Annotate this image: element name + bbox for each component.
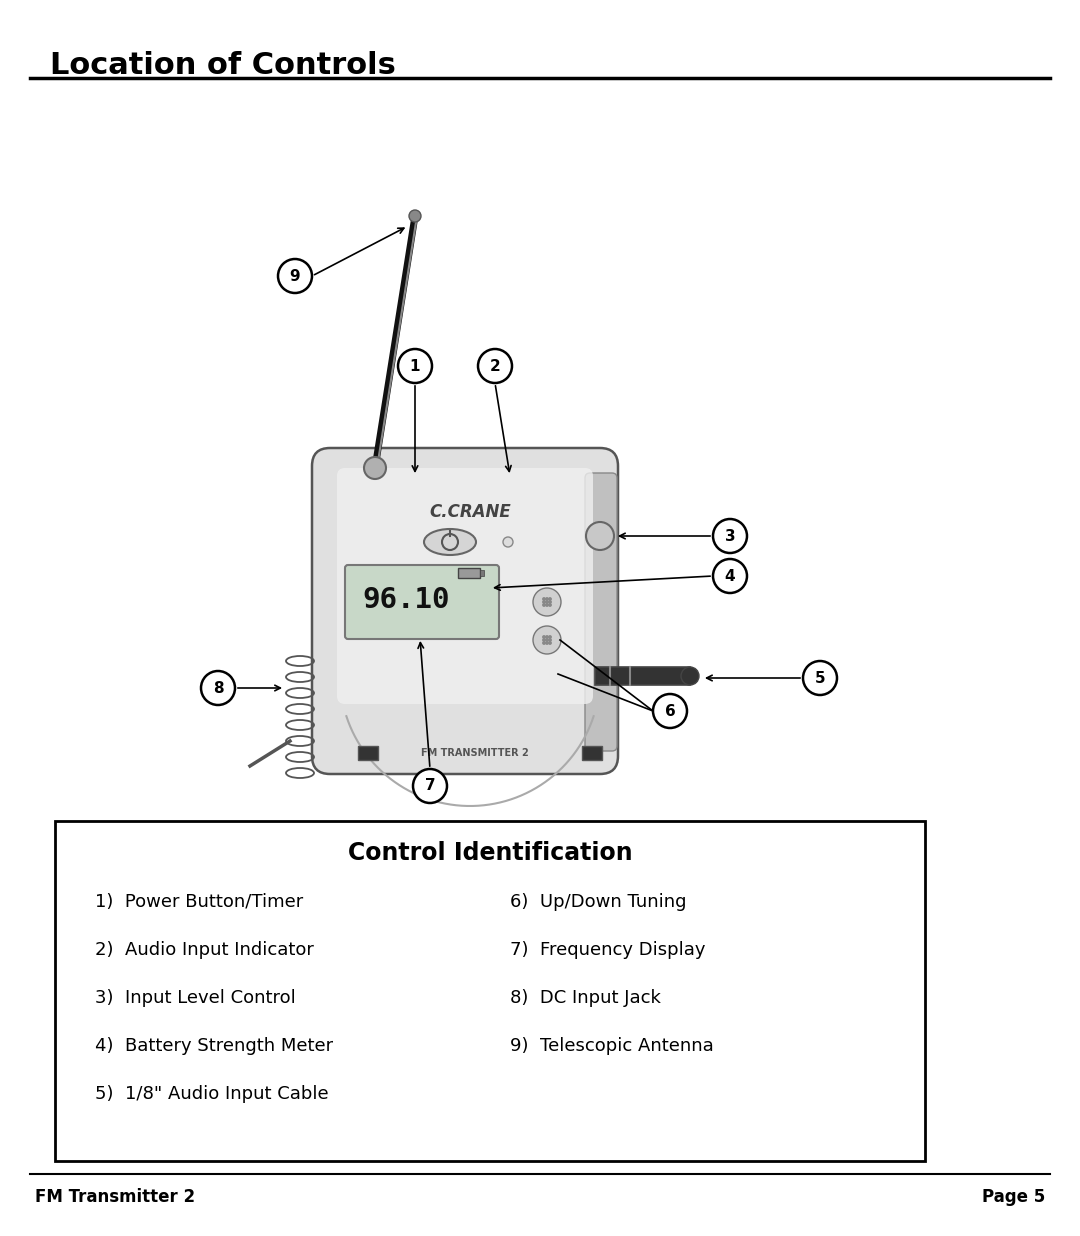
Text: 4)  Battery Strength Meter: 4) Battery Strength Meter	[95, 1037, 333, 1056]
Circle shape	[543, 639, 545, 641]
Circle shape	[545, 639, 549, 641]
Circle shape	[478, 349, 512, 383]
Text: 4: 4	[725, 569, 735, 583]
Circle shape	[549, 598, 551, 601]
Circle shape	[681, 667, 699, 685]
Text: 7)  Frequency Display: 7) Frequency Display	[510, 941, 705, 959]
Circle shape	[534, 588, 561, 616]
Circle shape	[278, 260, 312, 293]
Circle shape	[545, 598, 549, 601]
Text: 2)  Audio Input Indicator: 2) Audio Input Indicator	[95, 941, 314, 959]
Text: C.CRANE: C.CRANE	[429, 503, 511, 522]
Circle shape	[545, 601, 549, 603]
Text: 8)  DC Input Jack: 8) DC Input Jack	[510, 989, 661, 1007]
Text: 6)  Up/Down Tuning: 6) Up/Down Tuning	[510, 892, 687, 911]
Circle shape	[713, 559, 747, 593]
Circle shape	[549, 635, 551, 638]
Text: 9)  Telescopic Antenna: 9) Telescopic Antenna	[510, 1037, 714, 1056]
Text: 3: 3	[725, 529, 735, 544]
Circle shape	[545, 641, 549, 644]
Circle shape	[201, 671, 235, 705]
Bar	[357, 747, 378, 760]
Ellipse shape	[424, 529, 476, 555]
FancyBboxPatch shape	[337, 468, 593, 705]
Circle shape	[413, 769, 447, 803]
Circle shape	[543, 598, 545, 601]
Circle shape	[503, 536, 513, 548]
Text: Location of Controls: Location of Controls	[50, 51, 396, 80]
Bar	[480, 570, 484, 576]
Bar	[582, 747, 602, 760]
Text: 6: 6	[664, 703, 675, 718]
Text: 8: 8	[213, 681, 224, 696]
Circle shape	[653, 693, 687, 728]
Circle shape	[399, 349, 432, 383]
Text: 1)  Power Button/Timer: 1) Power Button/Timer	[95, 892, 303, 911]
Circle shape	[586, 522, 615, 550]
Text: FM Transmitter 2: FM Transmitter 2	[35, 1188, 195, 1206]
FancyBboxPatch shape	[345, 565, 499, 639]
Text: FM TRANSMITTER 2: FM TRANSMITTER 2	[421, 748, 529, 758]
FancyBboxPatch shape	[585, 473, 617, 751]
Text: 3)  Input Level Control: 3) Input Level Control	[95, 989, 296, 1007]
Circle shape	[545, 635, 549, 638]
Text: 2: 2	[489, 358, 500, 373]
Text: 1: 1	[409, 358, 420, 373]
Circle shape	[549, 604, 551, 606]
Bar	[458, 569, 480, 578]
FancyBboxPatch shape	[312, 447, 618, 774]
Circle shape	[549, 641, 551, 644]
Circle shape	[409, 210, 421, 222]
Circle shape	[364, 457, 386, 480]
Text: Page 5: Page 5	[982, 1188, 1045, 1206]
Circle shape	[534, 625, 561, 654]
Circle shape	[543, 601, 545, 603]
Circle shape	[543, 604, 545, 606]
Circle shape	[804, 661, 837, 695]
Text: 7: 7	[424, 779, 435, 794]
Bar	[55, 821, 924, 1161]
Circle shape	[543, 635, 545, 638]
Text: Control Identification: Control Identification	[348, 840, 632, 865]
Text: 9: 9	[289, 268, 300, 283]
Text: 5)  1/8" Audio Input Cable: 5) 1/8" Audio Input Cable	[95, 1085, 328, 1103]
Circle shape	[549, 601, 551, 603]
Text: 96.10: 96.10	[362, 586, 449, 614]
Circle shape	[713, 519, 747, 552]
Circle shape	[545, 604, 549, 606]
Circle shape	[549, 639, 551, 641]
Bar	[595, 667, 690, 685]
Circle shape	[543, 641, 545, 644]
Text: 5: 5	[814, 670, 825, 686]
